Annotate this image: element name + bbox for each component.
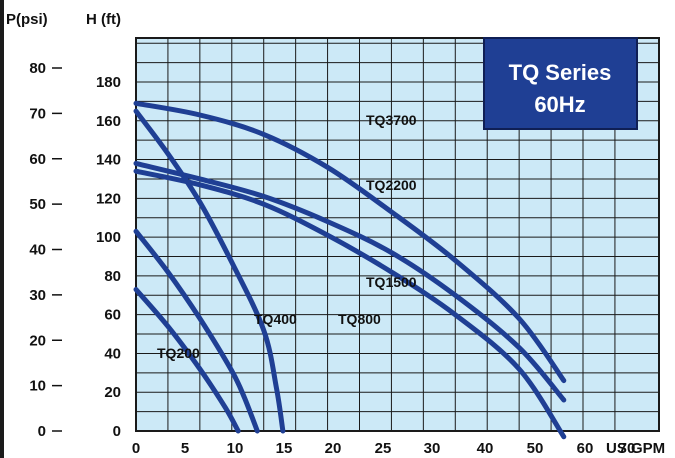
ft-axis-title: H (ft) [86, 11, 121, 28]
psi-tick-label: 50 [29, 196, 46, 213]
ft-tick-label: 140 [96, 152, 121, 169]
ft-tick-label: 160 [96, 113, 121, 130]
x-tick-label: 40 [477, 440, 494, 457]
performance-curves [133, 100, 567, 440]
series-label-tq2200: TQ2200 [366, 177, 417, 193]
x-axis-title: US GPM [606, 440, 665, 457]
x-tick-label: 50 [527, 440, 544, 457]
x-tick-label: 5 [181, 440, 189, 457]
curve-tq200 [133, 287, 241, 434]
x-tick-label: 15 [276, 440, 293, 457]
psi-tick-label: 20 [29, 332, 46, 349]
series-label-tq1500: TQ1500 [366, 274, 417, 290]
title-box-line1: TQ Series [509, 60, 612, 85]
title-box-line2: 60Hz [534, 92, 585, 117]
ft-tick-label: 120 [96, 190, 121, 207]
ft-tick-label: 40 [104, 345, 121, 362]
psi-tick-label: 70 [29, 105, 46, 122]
ft-tick-label: 100 [96, 229, 121, 246]
series-label-tq3700: TQ3700 [366, 112, 417, 128]
curve-tq800 [133, 108, 286, 434]
psi-tick-label: 80 [29, 60, 46, 77]
x-tick-label: 60 [577, 440, 594, 457]
x-tick-label: 10 [227, 440, 244, 457]
psi-tick-label: 60 [29, 151, 46, 168]
x-tick-label: 25 [375, 440, 392, 457]
ft-tick-label: 0 [113, 423, 121, 440]
curve-tq400 [133, 228, 260, 434]
ft-tick-label: 80 [104, 268, 121, 285]
series-label-tq200: TQ200 [157, 345, 200, 361]
psi-axis-title: P(psi) [6, 11, 48, 28]
series-label-tq400: TQ400 [254, 311, 297, 327]
psi-tick-label: 30 [29, 287, 46, 304]
curve-tq3700 [133, 100, 567, 384]
ft-tick-label: 180 [96, 74, 121, 91]
x-tick-label: 0 [132, 440, 140, 457]
x-tick-label: 70 [619, 440, 636, 457]
psi-tick-label: 10 [29, 378, 46, 395]
psi-tick-label: 40 [29, 242, 46, 259]
series-title-box: TQ Series 60Hz [483, 37, 638, 130]
ft-tick-label: 60 [104, 307, 121, 324]
series-label-tq800: TQ800 [338, 311, 381, 327]
title-box-background [483, 37, 638, 130]
curve-tq1500 [133, 168, 567, 440]
curve-tq2200 [133, 160, 567, 403]
psi-axis-ticks: 0 10 20 30 40 50 60 70 80 [29, 60, 62, 440]
x-tick-label: 20 [325, 440, 342, 457]
x-tick-label: 30 [424, 440, 441, 457]
psi-tick-label: 0 [38, 423, 46, 440]
left-edge-border [0, 0, 4, 458]
ft-tick-label: 20 [104, 384, 121, 401]
ft-axis-ticks: 0 20 40 60 80 100 120 140 160 180 [96, 74, 121, 440]
x-axis-ticks: 0 5 10 15 20 25 30 40 50 60 70 [132, 440, 636, 457]
